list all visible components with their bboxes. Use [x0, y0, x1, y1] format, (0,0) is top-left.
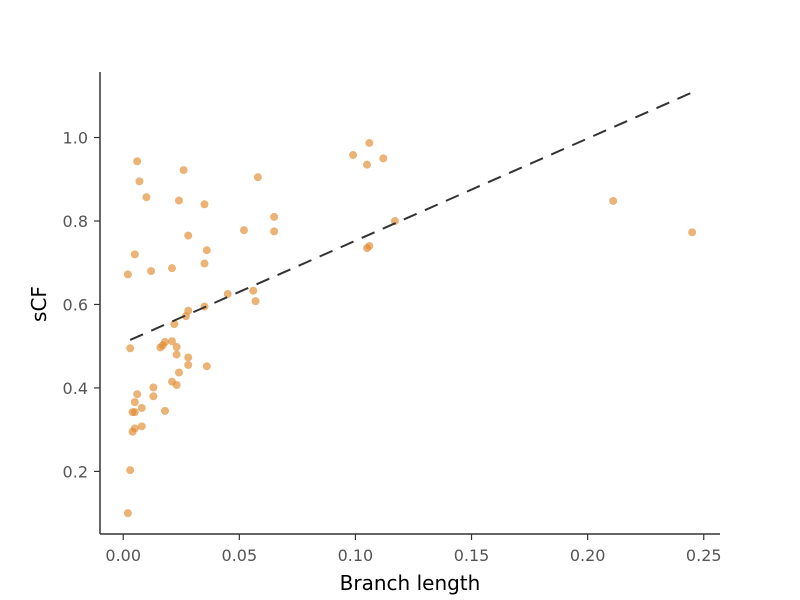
- data-point-14: [137, 422, 146, 431]
- y-tick-label: 0.4: [63, 379, 88, 398]
- data-point-1: [123, 270, 132, 279]
- data-point-10: [133, 390, 142, 399]
- x-tick-label: 0.25: [686, 546, 722, 565]
- y-tick-label: 1.0: [63, 129, 88, 148]
- data-point-51: [363, 160, 372, 169]
- data-point-50: [349, 151, 358, 160]
- trendline-layer: [129, 91, 693, 341]
- x-tick-label: 0.15: [454, 546, 490, 565]
- x-tick-label: 0.20: [570, 546, 606, 565]
- data-point-16: [147, 267, 156, 276]
- data-point-15: [142, 193, 151, 202]
- data-point-13: [137, 403, 146, 412]
- data-point-21: [161, 406, 170, 415]
- data-point-32: [179, 166, 188, 175]
- data-point-47: [253, 173, 262, 182]
- y-axis-label: sCF: [27, 286, 51, 322]
- data-point-9: [130, 398, 139, 407]
- data-point-49: [270, 227, 279, 236]
- data-point-31: [174, 196, 183, 205]
- data-point-46: [251, 297, 260, 306]
- y-tick-label: 0.8: [63, 212, 88, 231]
- data-point-39: [200, 200, 209, 209]
- x-tick-label: 0.10: [338, 546, 374, 565]
- data-point-17: [149, 392, 158, 401]
- data-point-26: [170, 320, 179, 329]
- y-tick-label: 0.2: [63, 462, 88, 481]
- data-point-44: [239, 226, 248, 235]
- ticks-layer: 0.00 0.05 0.10 0.15 0.20 0.25 0.2 0.4 0.6 0.8 1.0: [63, 129, 722, 565]
- trend-line: [129, 91, 693, 341]
- data-point-41: [202, 246, 211, 255]
- data-point-24: [167, 264, 176, 273]
- data-point-3: [126, 344, 135, 353]
- data-point-8: [130, 408, 139, 417]
- data-point-48: [270, 212, 279, 221]
- data-point-23: [167, 337, 176, 346]
- y-tick-label: 0.6: [63, 295, 88, 314]
- data-point-56: [390, 216, 399, 225]
- data-point-22: [161, 338, 170, 347]
- axes-layer: [99, 72, 720, 535]
- data-point-11: [133, 157, 142, 166]
- data-point-42: [202, 362, 211, 371]
- data-point-53: [365, 242, 374, 251]
- data-point-58: [688, 228, 697, 237]
- data-point-54: [365, 138, 374, 147]
- data-point-34: [184, 360, 193, 369]
- data-point-36: [184, 306, 193, 315]
- data-point-6: [130, 424, 139, 433]
- x-tick-label: 0.05: [222, 546, 258, 565]
- data-point-57: [609, 196, 618, 205]
- data-point-35: [184, 353, 193, 362]
- data-point-27: [172, 381, 181, 390]
- data-point-28: [172, 343, 181, 352]
- data-point-0: [123, 509, 132, 518]
- x-tick-label: 0.00: [105, 546, 141, 565]
- data-point-12: [135, 177, 144, 186]
- data-point-18: [149, 383, 158, 392]
- data-point-29: [172, 350, 181, 359]
- data-point-37: [184, 231, 193, 240]
- data-point-30: [174, 368, 183, 377]
- data-point-40: [200, 259, 209, 268]
- data-point-7: [130, 250, 139, 259]
- data-point-45: [249, 286, 258, 295]
- data-point-55: [379, 154, 388, 163]
- x-axis-label: Branch length: [340, 571, 481, 595]
- points-layer: [123, 138, 697, 518]
- data-point-2: [126, 466, 135, 475]
- data-point-43: [223, 290, 232, 299]
